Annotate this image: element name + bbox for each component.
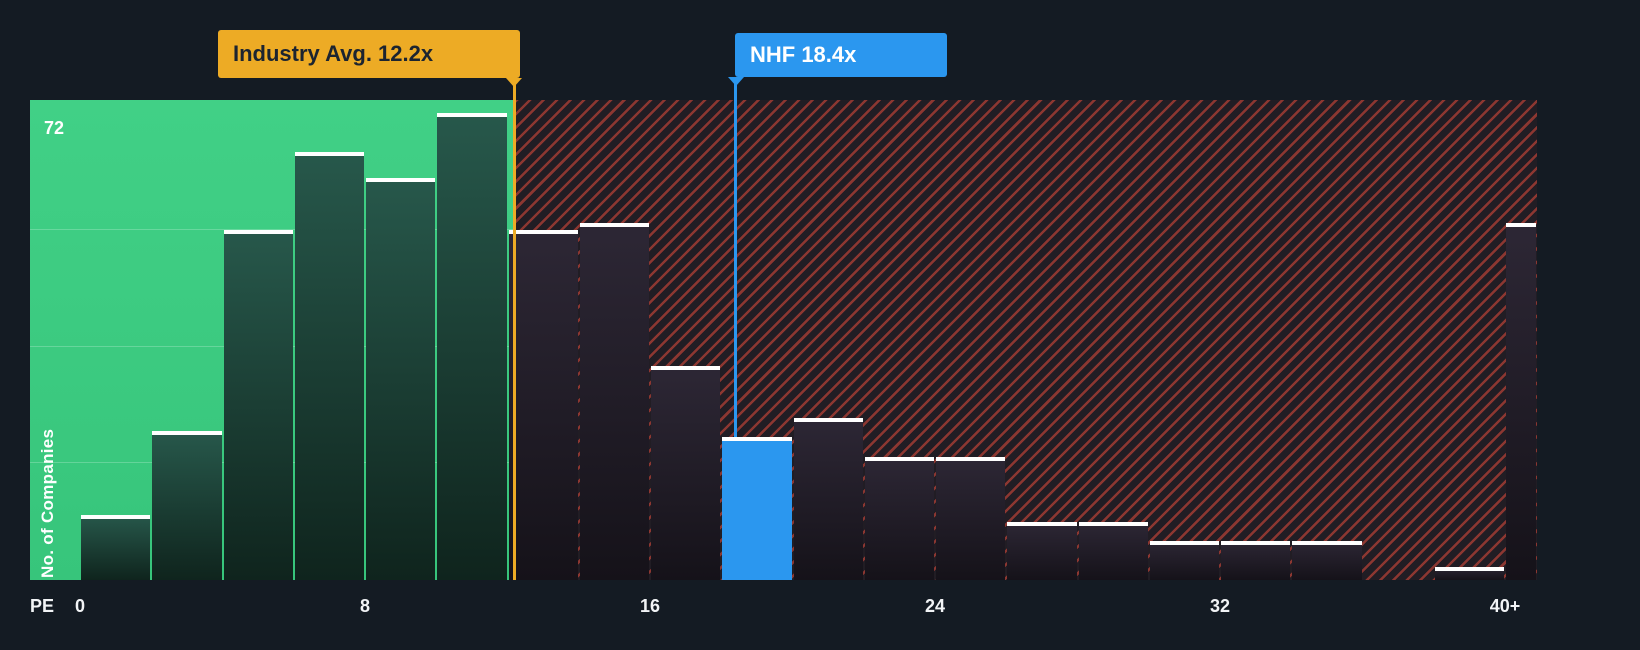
bar-top-cap	[579, 223, 649, 228]
histogram-bar-16-18	[651, 365, 721, 580]
histogram-bar-10-12	[437, 112, 507, 580]
bar-top-cap	[1506, 223, 1536, 228]
x-tick-40+: 40+	[1489, 596, 1521, 616]
y-axis-title: No. of Companies	[38, 428, 57, 578]
industry-avg-callout-label: Industry Avg. 12.2x	[233, 41, 434, 66]
industry-avg-callout: Industry Avg. 12.2x	[218, 30, 520, 78]
industry-avg-callout-pointer	[506, 78, 522, 87]
x-tick-32: 32	[1209, 596, 1231, 616]
x-axis: PE 0 8 16 24 32 40+	[0, 596, 1640, 626]
bar-top-cap	[81, 515, 151, 520]
bar-top-cap	[1292, 541, 1362, 546]
histogram-bar-6-8	[294, 151, 364, 580]
x-tick-16: 16	[639, 596, 661, 616]
bar-top-cap	[793, 417, 863, 422]
histogram-bar-26-28	[1007, 521, 1077, 580]
x-tick-24: 24	[924, 596, 946, 616]
gridline-54	[30, 228, 515, 230]
y-axis-max-label: 72	[44, 118, 65, 138]
histogram-bar-14-16	[579, 223, 649, 580]
histogram-bar-22-24	[864, 456, 934, 580]
histogram-bar-4-6	[223, 229, 293, 580]
histogram-bar-30-32	[1149, 541, 1219, 580]
bar-top-cap	[1078, 521, 1148, 526]
x-axis-prefix-label: PE	[30, 596, 55, 616]
bar-top-cap	[223, 229, 293, 234]
bar-top-cap	[294, 151, 364, 156]
bar-top-cap	[1221, 541, 1291, 546]
company-callout-pointer	[728, 77, 744, 86]
histogram-bar-12-14	[508, 229, 578, 580]
histogram-bar-24-26	[936, 456, 1006, 580]
histogram-bar-20-22	[793, 417, 863, 580]
histogram-bar-0-2	[81, 515, 151, 580]
histogram-bar-34-36	[1292, 541, 1362, 580]
bar-top-cap	[1434, 567, 1504, 572]
x-tick-0: 0	[74, 596, 86, 616]
histogram-bar-32-34	[1221, 541, 1291, 580]
bar-top-cap	[936, 456, 1006, 461]
bar-top-cap	[152, 430, 222, 435]
bar-top-cap	[366, 177, 436, 182]
bar-top-cap	[651, 365, 721, 370]
histogram-bar-38-40	[1434, 567, 1504, 580]
company-callout-label: NHF 18.4x	[750, 42, 857, 67]
histogram-bar-8-10	[366, 177, 436, 580]
x-tick-8: 8	[359, 596, 371, 616]
histogram-bar-18-20	[722, 437, 792, 580]
bar-top-cap	[437, 112, 507, 117]
bar-top-cap	[1007, 521, 1077, 526]
histogram-bar-28-30	[1078, 521, 1148, 580]
histogram-bar-2-4	[152, 430, 222, 580]
company-callout: NHF 18.4x	[735, 33, 947, 77]
plot-area: 72 No. of Companies	[30, 100, 1537, 580]
bar-top-cap	[722, 437, 792, 442]
above-average-region	[514, 100, 1537, 580]
histogram-bar-40+	[1506, 223, 1536, 580]
bar-top-cap	[864, 456, 934, 461]
bar-top-cap	[508, 229, 578, 234]
industry-avg-marker-line	[513, 78, 517, 580]
bar-top-cap	[1149, 541, 1219, 546]
company-marker-line	[734, 77, 737, 438]
